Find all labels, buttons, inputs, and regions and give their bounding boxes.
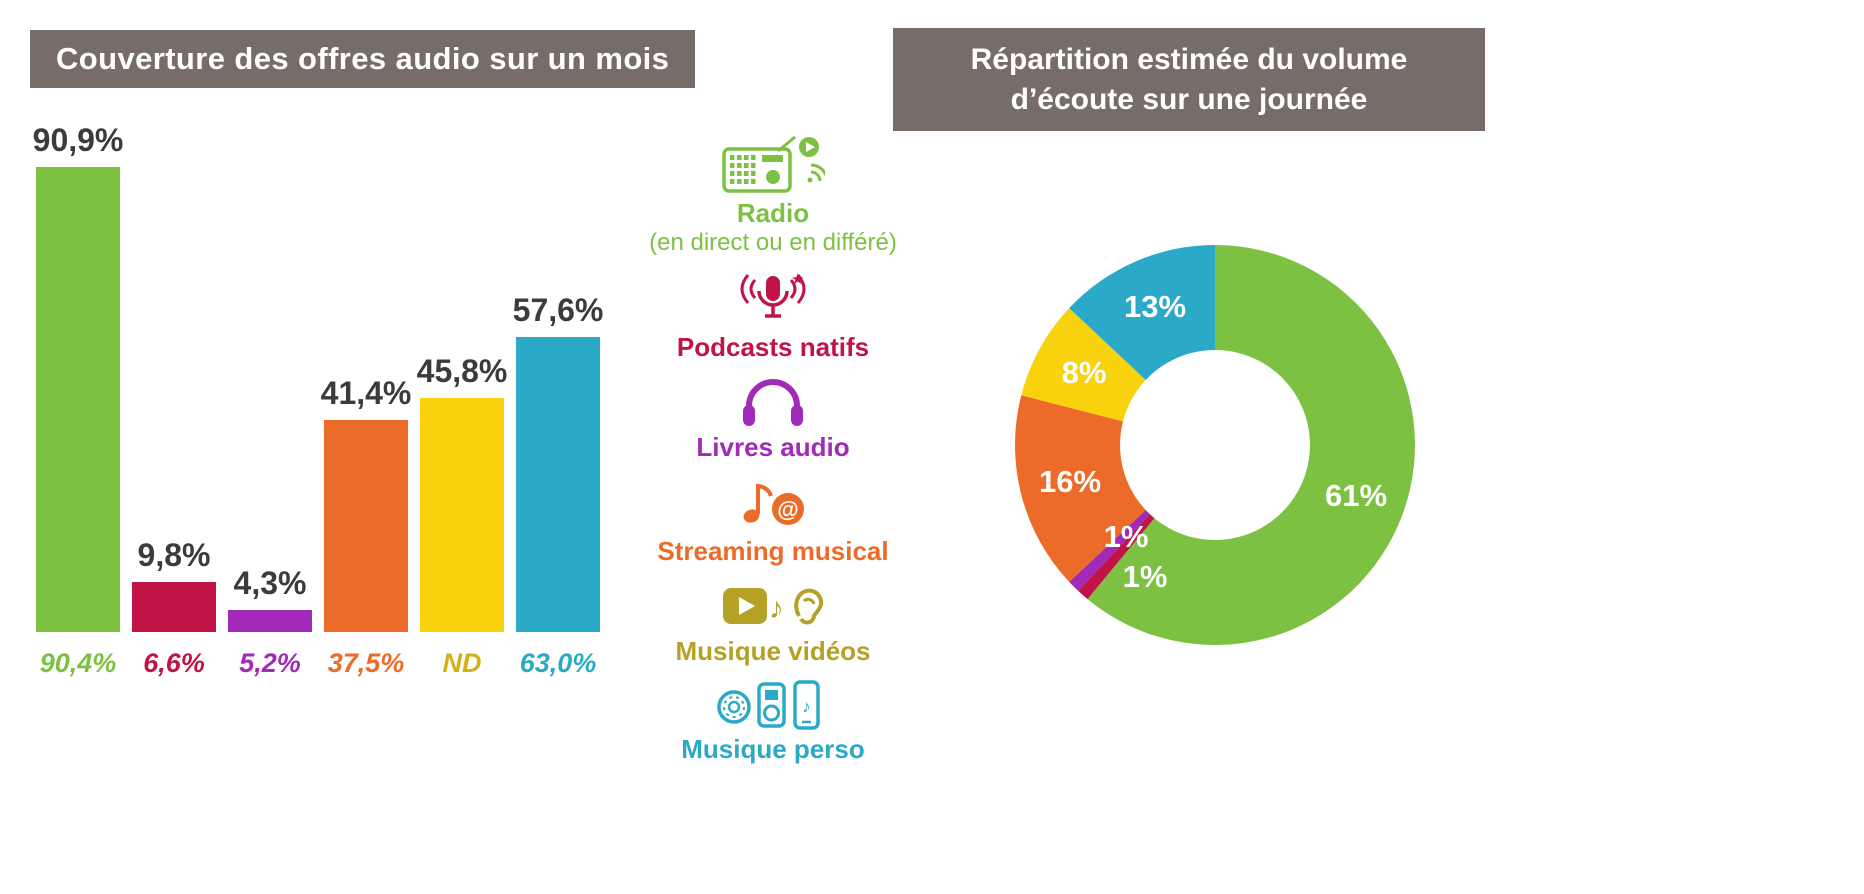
bar-value-label: 90,9% xyxy=(32,122,124,158)
legend-label-musique-videos: Musique vidéos xyxy=(675,636,871,666)
bar xyxy=(420,398,504,632)
svg-text:♪: ♪ xyxy=(802,697,811,716)
podcast-icon: ★ xyxy=(740,271,806,318)
bar-value-label: 57,6% xyxy=(512,292,604,328)
bar-secondary-label: 90,4% xyxy=(39,648,117,678)
donut-chart: 61% 1% 1% 16% 8% 13% xyxy=(1005,235,1425,655)
legend-item-podcasts: ★ Podcasts natifs xyxy=(677,270,869,363)
bar-secondary-label: 6,6% xyxy=(143,648,205,678)
donut-label-4: 8% xyxy=(1061,355,1107,390)
bar xyxy=(36,167,120,632)
bar-columns: 90,9% 9,8% 4,3% 41,4% 45,8% 57,6% xyxy=(33,118,603,632)
donut-label-3: 16% xyxy=(1038,464,1102,499)
svg-text:★: ★ xyxy=(791,271,804,288)
legend-label-streaming: Streaming musical xyxy=(657,536,889,566)
bar-column-0: 90,9% xyxy=(33,122,123,632)
svg-text:♪: ♪ xyxy=(769,592,784,625)
bar-secondary-label: ND xyxy=(442,648,482,678)
legend-item-musique-perso: ♪ Musique perso xyxy=(681,680,865,765)
bar xyxy=(228,610,312,632)
legend-item-musique-videos: ♪ Musique vidéos xyxy=(675,580,871,667)
bar-column-2: 4,3% xyxy=(228,565,312,632)
donut-chart-title: Répartition estimée du volume d’écoute s… xyxy=(893,28,1485,132)
donut-label-1: 1% xyxy=(1122,559,1168,594)
bar-column-5: 57,6% xyxy=(513,292,603,632)
video-music-icon: ♪ xyxy=(722,588,823,625)
legend-item-streaming: @ Streaming musical xyxy=(657,476,889,567)
bar-column-1: 9,8% xyxy=(132,537,216,632)
donut-segment-2 xyxy=(1069,510,1150,591)
legend-label-podcasts: Podcasts natifs xyxy=(676,332,870,362)
legend-label-livres-audio: Livres audio xyxy=(696,432,850,462)
audio-types-legend: Radio (en direct ou en différé) ★ Podcas… xyxy=(648,134,898,765)
bar xyxy=(324,420,408,632)
bar-secondary-label: 37,5% xyxy=(327,648,405,678)
donut-segment-0 xyxy=(1087,245,1415,645)
bar xyxy=(132,582,216,632)
bar-value-label: 4,3% xyxy=(233,565,307,601)
donut-label-0: 61% xyxy=(1324,478,1388,513)
donut-segment-5 xyxy=(1069,245,1215,380)
legend-item-radio: Radio (en direct ou en différé) xyxy=(649,134,897,257)
donut-title-line1: Répartition estimée du volume xyxy=(970,43,1408,76)
bar-column-4: 45,8% xyxy=(417,353,507,632)
bar-chart-title: Couverture des offres audio sur un mois xyxy=(30,30,696,88)
donut-segment-1 xyxy=(1078,514,1155,600)
bar-value-label: 41,4% xyxy=(320,375,412,411)
donut-label-5: 13% xyxy=(1123,289,1187,324)
bar-value-label: 9,8% xyxy=(137,537,211,573)
legend-label-musique-perso: Musique perso xyxy=(681,734,865,764)
donut-segment-3 xyxy=(1015,395,1146,582)
bar-value-label: 45,8% xyxy=(416,353,508,389)
svg-text:@: @ xyxy=(777,497,798,522)
legend-sublabel-radio: (en direct ou en différé) xyxy=(649,229,897,256)
bar xyxy=(516,337,600,632)
donut-label-2: 1% xyxy=(1103,519,1149,554)
personal-music-icon: ♪ xyxy=(717,680,820,730)
streaming-icon: @ xyxy=(743,483,804,525)
bar-column-3: 41,4% xyxy=(321,375,411,632)
legend-item-livres-audio: Livres audio xyxy=(696,376,850,463)
bar-secondary-label: 63,0% xyxy=(519,648,597,678)
bar-chart: 90,9% 9,8% 4,3% 41,4% 45,8% 57,6% 90,4% 6,6% 5,… xyxy=(33,118,604,679)
donut-svg xyxy=(1015,245,1415,645)
radio-icon xyxy=(722,135,825,193)
bar-secondary-labels: 90,4% 6,6% 5,2% 37,5% ND 63,0% xyxy=(36,648,600,679)
donut-title-line2: d’écoute sur une journée xyxy=(1010,82,1368,116)
legend-label-radio: Radio xyxy=(736,198,810,228)
headphones-icon xyxy=(743,379,803,426)
bar-secondary-label: 5,2% xyxy=(239,648,301,678)
donut-segment-4 xyxy=(1021,308,1146,422)
